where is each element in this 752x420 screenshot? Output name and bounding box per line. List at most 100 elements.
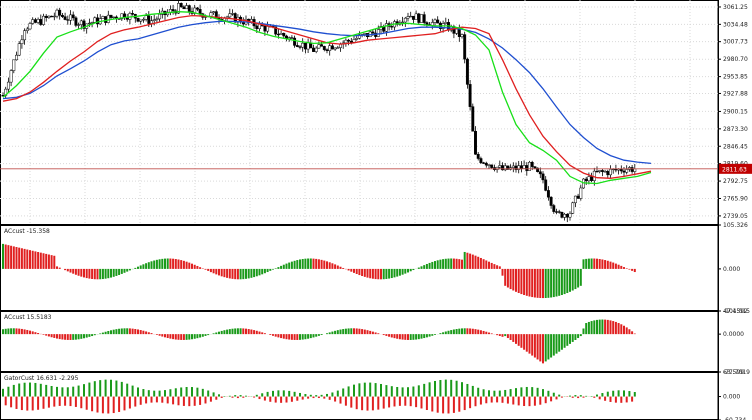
candle-body	[66, 19, 70, 21]
ac-bar	[579, 268, 582, 286]
ac2-bar	[83, 334, 85, 339]
candle-body	[460, 34, 464, 37]
gator-bar	[547, 390, 550, 397]
ac-bar	[461, 259, 463, 269]
ac2-bar	[29, 330, 31, 335]
ac-bar	[469, 253, 472, 269]
ac-bar	[309, 258, 312, 269]
candle-body	[317, 44, 321, 49]
ac-bar	[353, 268, 355, 273]
ac-bar	[288, 262, 291, 269]
gator-bar	[442, 396, 445, 414]
ac-bar	[533, 268, 536, 298]
ac-bar	[377, 268, 380, 280]
ac-bar	[128, 268, 131, 271]
ac2-bar	[47, 334, 50, 337]
gator-bar	[350, 396, 353, 408]
ac-bar	[363, 268, 366, 277]
gator-bar	[369, 382, 372, 397]
ac2-bar	[415, 334, 418, 340]
candle-body	[425, 22, 429, 25]
ac2-bar	[253, 330, 256, 335]
price-tick-label: 2846.45	[723, 143, 748, 150]
gator-bar	[218, 394, 220, 397]
ac2-bar	[366, 330, 369, 335]
ac-bar	[50, 255, 53, 269]
ac2-bar	[361, 329, 364, 335]
candle-body	[198, 9, 202, 14]
gator-bar	[101, 396, 104, 414]
ac2-bar	[150, 333, 153, 335]
ac2-bar	[258, 331, 261, 335]
ac-bar	[104, 268, 107, 279]
ac2-bar	[458, 328, 461, 335]
ac-bar	[471, 254, 474, 269]
candle-body	[503, 165, 507, 171]
candle-body	[60, 15, 64, 17]
ac-bar	[250, 268, 253, 278]
ac-bar	[39, 252, 42, 269]
gator-tick-label: -60.734	[723, 417, 746, 420]
gator-bar	[482, 389, 485, 397]
ac2-bar	[566, 334, 569, 346]
ac-bar	[347, 268, 350, 271]
gator-bar	[66, 387, 69, 397]
ac-bar	[601, 259, 604, 269]
candle-body	[536, 167, 540, 172]
ac-bar	[231, 268, 234, 279]
ac2-bar	[218, 331, 220, 335]
candle-body	[344, 39, 348, 44]
ac2-bar	[528, 334, 531, 354]
gator-bar	[620, 396, 623, 403]
candle-body	[479, 158, 483, 163]
candle-body	[328, 45, 332, 51]
candle-body	[212, 11, 216, 13]
gator-bar	[207, 390, 210, 397]
ac2-bar	[77, 334, 80, 340]
ac2-bar	[455, 329, 458, 335]
gator-bar	[496, 396, 499, 403]
candle-body	[255, 25, 259, 29]
ac-bar	[112, 268, 115, 277]
gator-bar	[336, 390, 339, 397]
ac2-bar	[369, 330, 372, 335]
ac-bar	[431, 261, 434, 269]
candle-body	[33, 19, 37, 23]
ac-bar	[606, 260, 609, 269]
candle-body	[457, 28, 461, 37]
ac2-bar	[193, 334, 196, 339]
candle-body	[506, 165, 510, 170]
candle-body	[31, 19, 35, 24]
ac2-bar	[74, 334, 77, 340]
gator-bar	[299, 392, 301, 397]
ac2-bar	[309, 334, 312, 339]
gator-bar	[150, 396, 153, 403]
ac-bar	[118, 268, 121, 275]
gator-bar	[447, 396, 450, 414]
candle-body	[579, 187, 583, 199]
ac-bar	[20, 248, 23, 269]
gator-bar	[593, 396, 596, 398]
gator-bar	[20, 396, 23, 411]
candle-body	[390, 26, 394, 28]
candle-body	[333, 47, 337, 50]
candle-body	[279, 33, 283, 35]
ac2-bar	[633, 333, 636, 335]
gator-bar	[533, 396, 536, 406]
ac-bar	[436, 260, 439, 269]
candle-body	[463, 34, 467, 60]
ac-bar	[525, 268, 528, 296]
ac-bar	[531, 268, 534, 298]
ac-bar	[247, 268, 250, 279]
gator-bar	[107, 396, 110, 414]
ac2-bar	[215, 332, 218, 335]
gator-bar	[625, 396, 628, 403]
gator-bar	[74, 396, 77, 407]
gator-bar	[209, 396, 212, 402]
candle-body	[552, 205, 556, 212]
gator-bar	[161, 396, 164, 403]
gator-bar	[155, 396, 158, 403]
ac-bar	[226, 268, 229, 278]
gator-bar	[10, 396, 13, 408]
